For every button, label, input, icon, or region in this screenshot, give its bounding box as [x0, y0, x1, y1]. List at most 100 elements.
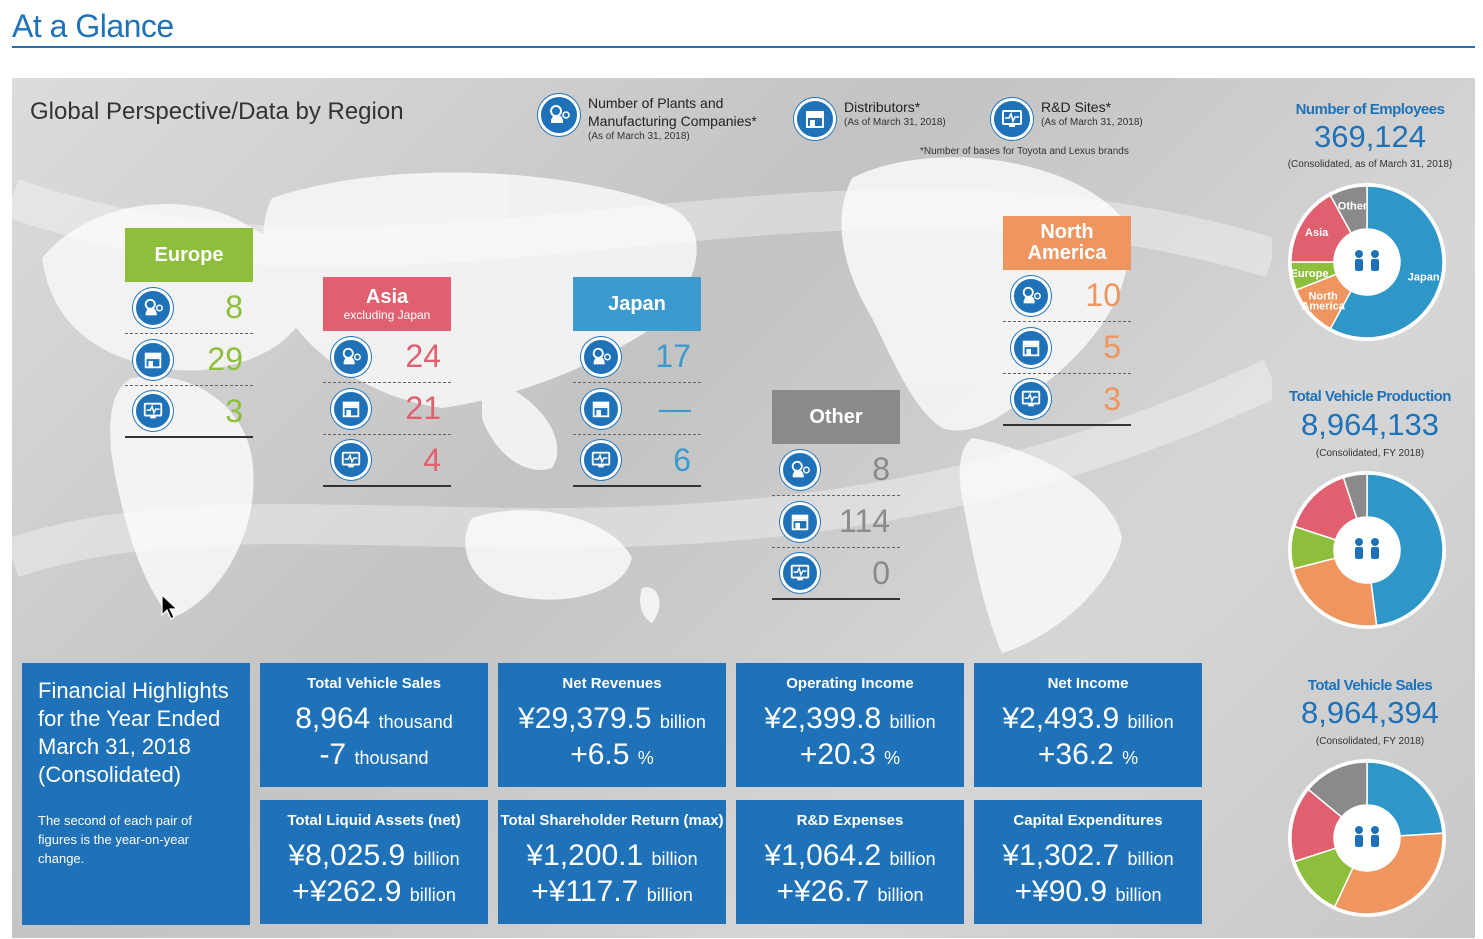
donut-center-icon	[1355, 826, 1379, 847]
region-value: 3	[1103, 380, 1121, 417]
fin-intro-line4: (Consolidated)	[38, 762, 182, 787]
region-row-distributors: 29	[125, 334, 253, 386]
financial-label: Net Income	[1047, 675, 1129, 692]
region-title: Europe	[125, 228, 253, 282]
donut-center-icon	[1355, 250, 1379, 271]
production-note: (Consolidated, FY 2018)	[1315, 448, 1425, 459]
factory-car-icon	[538, 94, 580, 136]
legend-plants-date: (As of March 31, 2018)	[588, 131, 690, 142]
page-title: At a Glance	[12, 8, 174, 44]
region-value: 8	[872, 451, 890, 487]
donut-slice	[1342, 473, 1368, 520]
region-row-distributors: 21	[323, 383, 451, 435]
sales-donut-chart	[1288, 759, 1446, 917]
sales-label: Total Vehicle Sales	[1307, 677, 1433, 694]
donut-slice	[1366, 473, 1444, 627]
financial-box: Total Vehicle Sales 8,964 thousand -7 thou…	[260, 663, 488, 787]
region-row-plants: 17	[573, 331, 701, 383]
financial-change: +36.2	[1037, 738, 1114, 771]
region-value: 6	[673, 441, 691, 478]
financial-label: Operating Income	[786, 675, 914, 692]
financial-box: Total Shareholder Return (max) ¥1,200.1 b…	[498, 800, 726, 924]
region-title-line1: North	[1040, 221, 1094, 243]
region-row-rd: 6	[573, 435, 701, 487]
financial-change: +¥26.7	[776, 875, 870, 908]
region-card-other: Other 8 114 0	[772, 390, 900, 600]
dealership-icon	[780, 501, 820, 542]
donut-slice	[1333, 832, 1444, 915]
monitor-pulse-icon	[331, 440, 371, 480]
sales-note: (Consolidated, FY 2018)	[1315, 736, 1425, 747]
mouse-pointer-icon	[161, 593, 179, 620]
monitor-pulse-icon	[1011, 379, 1051, 419]
region-value: 3	[225, 392, 243, 429]
financial-value-unit: billion	[889, 849, 936, 869]
region-title-name: Asia	[365, 285, 409, 308]
region-title: Japan	[573, 277, 701, 331]
region-row-plants: 24	[323, 331, 451, 383]
region-title-line2: America	[1027, 242, 1107, 264]
financial-change-unit: thousand	[354, 748, 429, 768]
financial-change-unit: billion	[409, 885, 456, 905]
legend-distributors-label: Distributors*	[844, 99, 921, 115]
legend-rd: R&D Sites* (As of March 31, 2018)	[991, 98, 1143, 140]
legend-rd-label: R&D Sites*	[1041, 99, 1112, 115]
financial-value: ¥2,399.8	[764, 702, 882, 735]
employees-value: 369,124	[1313, 119, 1427, 154]
region-title: North America	[1003, 216, 1131, 270]
donut-slice-label: Europe	[1291, 268, 1329, 280]
region-value: 5	[1103, 329, 1121, 365]
donut-slice-label: Other	[1338, 200, 1368, 212]
financial-change: +20.3	[799, 738, 876, 771]
production-label: Total Vehicle Production	[1289, 388, 1451, 405]
region-row-distributors: 114	[772, 496, 900, 548]
donut-slice	[1307, 761, 1368, 819]
financial-change: +¥117.7	[531, 875, 639, 908]
sales-value: 8,964,394	[1301, 695, 1439, 730]
factory-car-icon	[581, 336, 621, 377]
region-row-distributors: 5	[1003, 322, 1131, 374]
region-row-plants: 8	[772, 444, 900, 496]
factory-car-icon	[331, 336, 371, 377]
financial-box: Net Income ¥2,493.9 billion +36.2 %	[974, 663, 1202, 787]
financial-change: -7	[319, 738, 347, 771]
legend-distributors-date: (As of March 31, 2018)	[844, 117, 946, 128]
region-value: 0	[872, 554, 890, 591]
financial-box: R&D Expenses ¥1,064.2 billion +¥26.7 billi…	[736, 800, 964, 924]
financial-value-unit: billion	[889, 712, 936, 732]
financial-change: +¥262.9	[292, 875, 402, 908]
region-value: 17	[655, 338, 691, 374]
financial-value: ¥1,064.2	[764, 839, 882, 872]
financial-label: Capital Expenditures	[1013, 812, 1163, 829]
region-card-north-america: North America 10 5 3	[1003, 216, 1131, 426]
fin-intro-line1: Financial Highlights	[38, 678, 229, 703]
fin-intro-line2: for the Year Ended	[38, 706, 221, 731]
financial-change-unit: %	[884, 748, 901, 768]
legend-footnote: *Number of bases for Toyota and Lexus br…	[920, 146, 1129, 157]
monitor-pulse-icon	[133, 391, 173, 431]
dealership-icon	[1011, 327, 1051, 368]
region-value: 10	[1085, 277, 1121, 313]
region-title-sub: excluding Japan	[343, 307, 431, 322]
financial-change: +6.5	[570, 738, 630, 771]
production-donut-chart	[1288, 471, 1446, 629]
financial-change: +¥90.9	[1014, 875, 1108, 908]
region-card-europe: Europe 8 29 3	[125, 228, 253, 438]
dealership-icon	[133, 339, 173, 380]
factory-car-icon	[133, 287, 173, 328]
dealership-icon	[331, 388, 371, 429]
financial-box: Operating Income ¥2,399.8 billion +20.3 %	[736, 663, 964, 787]
financial-box: Net Revenues ¥29,379.5 billion +6.5 %	[498, 663, 726, 787]
financial-value-unit: billion	[651, 849, 698, 869]
region-row-plants: 8	[125, 282, 253, 334]
dealership-icon	[581, 388, 621, 429]
financial-value-unit: billion	[1127, 712, 1174, 732]
employees-label: Number of Employees	[1295, 101, 1445, 118]
monitor-pulse-icon	[991, 98, 1033, 140]
legend-distributors: Distributors* (As of March 31, 2018)	[794, 98, 946, 140]
donut-slice	[1329, 185, 1368, 235]
region-row-rd: 3	[125, 386, 253, 438]
financial-label: R&D Expenses	[796, 812, 904, 829]
financial-change-unit: %	[637, 748, 654, 768]
financial-value: 8,964	[295, 702, 371, 735]
